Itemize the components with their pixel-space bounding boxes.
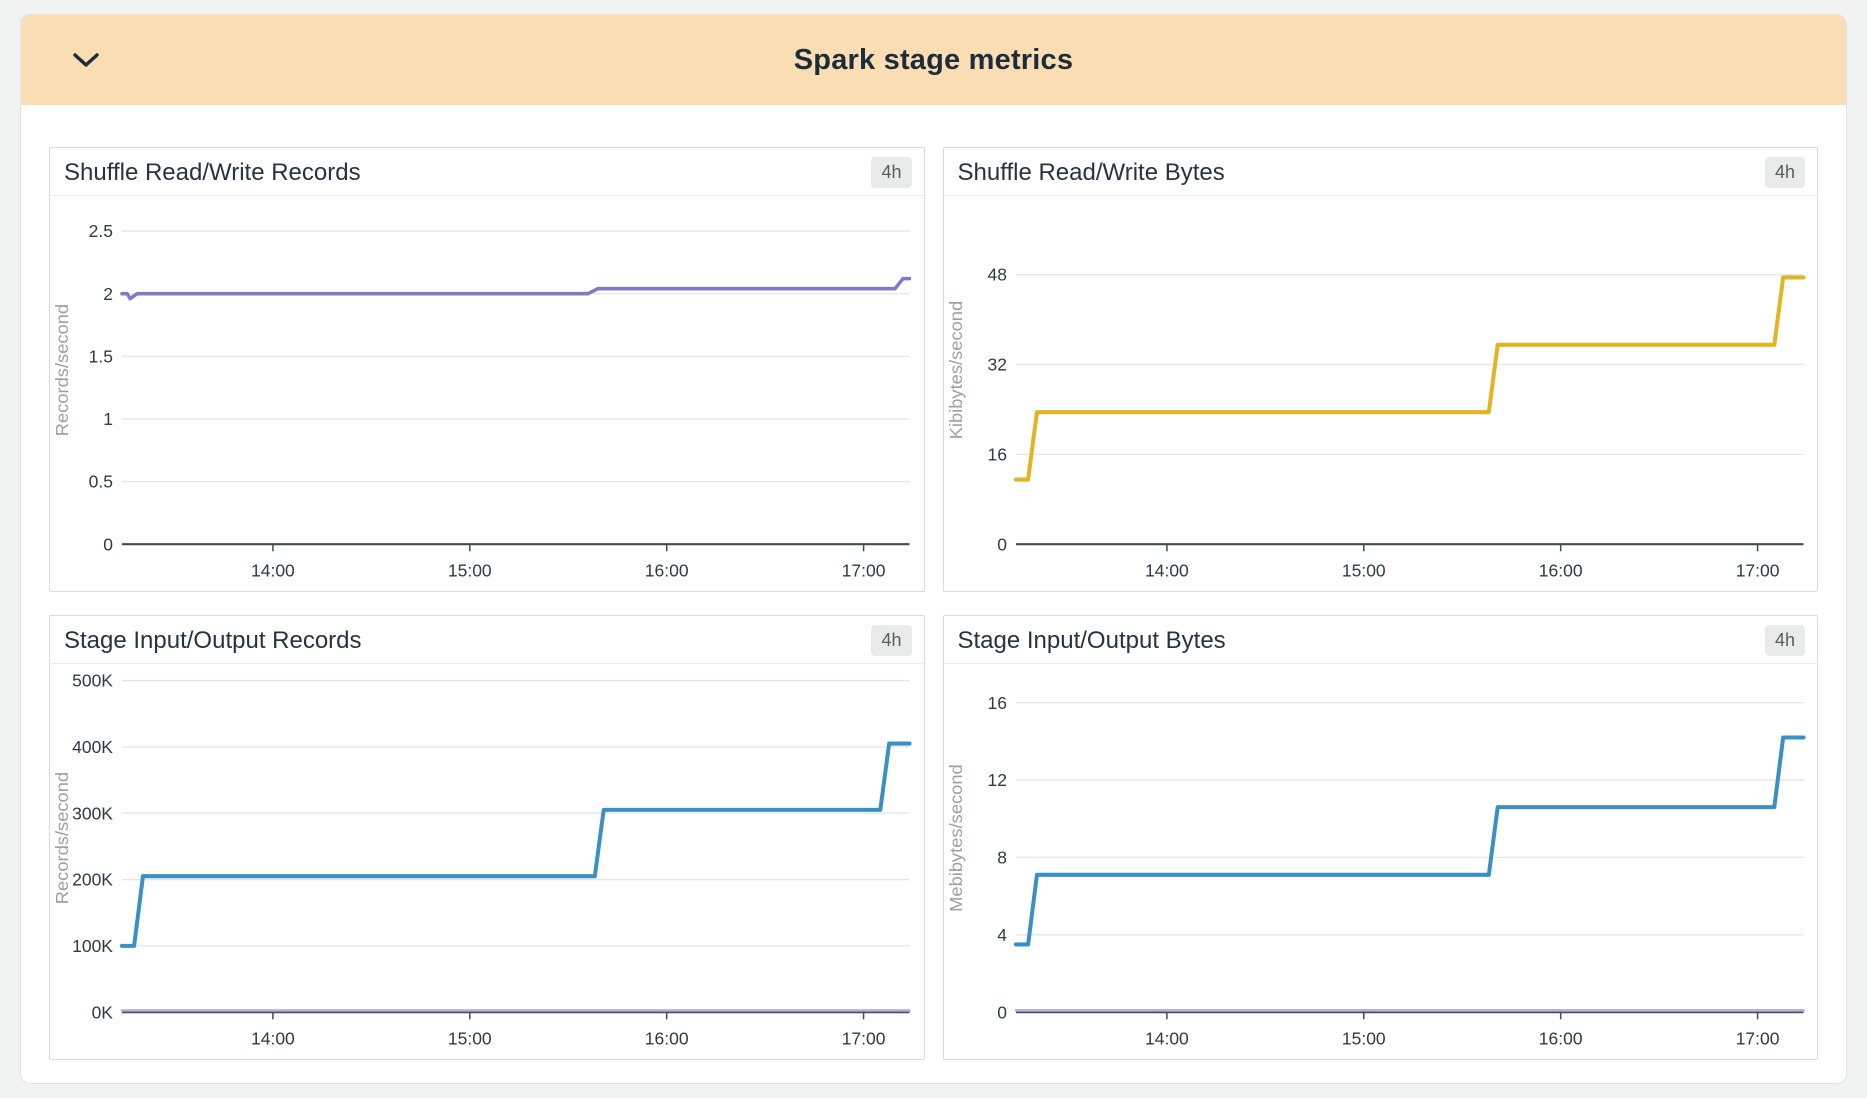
svg-text:16:00: 16:00 <box>645 561 689 581</box>
svg-text:15:00: 15:00 <box>448 561 492 581</box>
svg-text:0: 0 <box>997 1002 1007 1022</box>
svg-text:16: 16 <box>987 693 1007 713</box>
svg-text:500K: 500K <box>72 671 113 691</box>
chevron-down-icon[interactable] <box>69 47 103 73</box>
time-range-badge[interactable]: 4h <box>871 625 912 656</box>
svg-text:300K: 300K <box>72 803 113 823</box>
svg-text:17:00: 17:00 <box>842 1029 886 1049</box>
svg-text:32: 32 <box>987 354 1006 374</box>
svg-text:0: 0 <box>103 534 113 554</box>
chart-plot-shuffle-read-write-bytes[interactable]: 0 16 32 48 14:00 15:00 16:00 17:00 Kibibytes/sec… <box>944 196 1818 591</box>
panel-header: Spark stage metrics <box>21 15 1846 105</box>
svg-text:400K: 400K <box>72 737 113 757</box>
chart-title: Shuffle Read/Write Bytes <box>957 158 1225 186</box>
series-stage-input-bytes <box>1013 735 1806 947</box>
chart-plot-stage-input-output-bytes[interactable]: 0 4 8 12 16 14:00 15:00 16:00 17:00 Mebibytes/sec… <box>944 664 1818 1059</box>
charts-grid: Shuffle Read/Write Records 4h 0 0.5 1 1.5 2 2… <box>21 105 1846 1060</box>
svg-text:Records/second: Records/second <box>52 772 72 904</box>
chart-title: Shuffle Read/Write Records <box>64 158 361 186</box>
chart-card-stage-input-output-bytes: Stage Input/Output Bytes 4h 0 4 8 12 16 14:00… <box>942 615 1818 1060</box>
svg-text:200K: 200K <box>72 869 113 889</box>
chart-card-shuffle-read-write-bytes: Shuffle Read/Write Bytes 4h 0 16 32 48 14:00… <box>942 147 1818 592</box>
chart-title: Stage Input/Output Bytes <box>957 626 1226 654</box>
time-range-badge[interactable]: 4h <box>1764 625 1805 656</box>
panel-title: Spark stage metrics <box>793 43 1074 76</box>
svg-text:Records/second: Records/second <box>52 304 72 436</box>
svg-text:2.5: 2.5 <box>89 221 113 241</box>
series-stage-input-records <box>119 741 912 948</box>
svg-text:Mebibytes/second: Mebibytes/second <box>946 764 966 912</box>
svg-text:15:00: 15:00 <box>448 1029 492 1049</box>
svg-text:2: 2 <box>103 284 113 304</box>
svg-text:14:00: 14:00 <box>251 1029 295 1049</box>
chart-plot-shuffle-read-write-records[interactable]: 0 0.5 1 1.5 2 2.5 14:00 15:00 16:00 17:00 Records/… <box>50 196 924 591</box>
chart-plot-stage-input-output-records[interactable]: 0K 100K 200K 300K 400K 500K 14:00 15:00 16:00 17:… <box>50 664 924 1059</box>
chart-card-header: Stage Input/Output Records 4h <box>50 616 924 664</box>
svg-text:48: 48 <box>987 265 1007 285</box>
svg-text:4: 4 <box>997 925 1007 945</box>
svg-text:14:00: 14:00 <box>1145 1029 1189 1049</box>
svg-text:14:00: 14:00 <box>251 561 295 581</box>
svg-text:16:00: 16:00 <box>645 1029 689 1049</box>
svg-text:17:00: 17:00 <box>1735 561 1779 581</box>
svg-text:100K: 100K <box>72 936 113 956</box>
svg-text:1: 1 <box>103 409 113 429</box>
series-shuffle-records-rate <box>120 276 912 301</box>
svg-text:14:00: 14:00 <box>1145 561 1189 581</box>
svg-text:15:00: 15:00 <box>1341 561 1385 581</box>
chart-card-header: Shuffle Read/Write Bytes 4h <box>943 148 1817 196</box>
spark-stage-metrics-panel: Spark stage metrics Shuffle Read/Write R… <box>20 14 1847 1084</box>
series-shuffle-bytes-rate <box>1013 275 1806 482</box>
svg-text:12: 12 <box>987 770 1006 790</box>
svg-text:0: 0 <box>997 534 1007 554</box>
chart-card-header: Stage Input/Output Bytes 4h <box>943 616 1817 664</box>
chart-card-header: Shuffle Read/Write Records 4h <box>50 148 924 196</box>
time-range-badge[interactable]: 4h <box>1764 157 1805 188</box>
svg-text:8: 8 <box>997 847 1007 867</box>
chart-title: Stage Input/Output Records <box>64 626 362 654</box>
svg-text:16:00: 16:00 <box>1538 561 1582 581</box>
time-range-badge[interactable]: 4h <box>871 157 912 188</box>
svg-text:1.5: 1.5 <box>89 346 113 366</box>
svg-text:0.5: 0.5 <box>89 472 113 492</box>
chart-card-stage-input-output-records: Stage Input/Output Records 4h 0K 100K 200K… <box>49 615 925 1060</box>
svg-text:16: 16 <box>987 444 1007 464</box>
svg-text:0K: 0K <box>92 1002 114 1022</box>
svg-text:Kibibytes/second: Kibibytes/second <box>946 301 966 439</box>
svg-text:16:00: 16:00 <box>1538 1029 1582 1049</box>
svg-text:15:00: 15:00 <box>1341 1029 1385 1049</box>
svg-text:17:00: 17:00 <box>1735 1029 1779 1049</box>
chart-card-shuffle-read-write-records: Shuffle Read/Write Records 4h 0 0.5 1 1.5 2 2… <box>49 147 925 592</box>
svg-text:17:00: 17:00 <box>842 561 886 581</box>
